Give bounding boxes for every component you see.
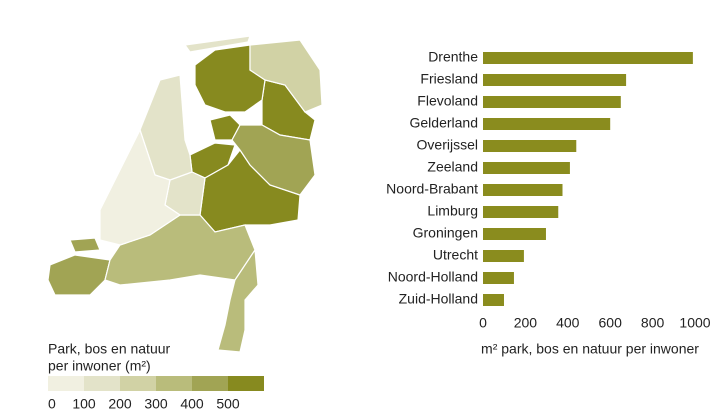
bar — [483, 96, 621, 108]
legend-swatch — [120, 376, 156, 391]
bar — [483, 228, 546, 240]
province — [183, 35, 251, 53]
x-tick-label: 200 — [514, 315, 538, 331]
legend-label: 400 — [180, 396, 204, 412]
bar — [483, 52, 693, 64]
y-tick-label: Limburg — [427, 203, 478, 219]
y-tick-label: Utrecht — [433, 247, 478, 263]
legend-swatch — [48, 376, 84, 391]
bar — [483, 206, 559, 218]
legend-title: Park, bos en natuur — [48, 341, 171, 357]
bar — [483, 162, 570, 174]
x-tick-label: 600 — [599, 315, 623, 331]
x-tick-label: 800 — [641, 315, 665, 331]
bar — [483, 250, 524, 262]
y-tick-label: Overijssel — [417, 137, 478, 153]
province — [194, 44, 266, 113]
y-tick-label: Groningen — [413, 225, 478, 241]
province — [217, 248, 259, 353]
legend-label: 500 — [216, 396, 240, 412]
bar — [483, 74, 627, 86]
legend-title: per inwoner (m²) — [48, 358, 151, 374]
legend-swatch — [192, 376, 228, 391]
legend-label: 0 — [48, 396, 56, 412]
province — [231, 124, 316, 196]
x-tick-label: 400 — [556, 315, 580, 331]
province — [249, 39, 323, 113]
province — [99, 128, 182, 246]
bar — [483, 294, 504, 306]
y-tick-label: Flevoland — [417, 93, 478, 109]
province — [47, 254, 111, 296]
legend-label: 200 — [108, 396, 132, 412]
y-tick-label: Noord-Holland — [388, 269, 478, 285]
x-tick-label: 0 — [479, 315, 487, 331]
bar — [483, 272, 514, 284]
legend-label: 300 — [144, 396, 168, 412]
bar — [483, 140, 577, 152]
y-tick-label: Noord-Brabant — [386, 181, 478, 197]
province — [69, 237, 101, 253]
y-tick-label: Zuid-Holland — [399, 291, 478, 307]
legend-swatch — [228, 376, 264, 391]
bar — [483, 118, 611, 130]
x-axis-title: m² park, bos en natuur per inwoner — [481, 341, 699, 357]
bar — [483, 184, 563, 196]
legend-swatch — [84, 376, 120, 391]
legend-label: 100 — [72, 396, 96, 412]
y-tick-label: Gelderland — [410, 115, 479, 131]
legend-swatch — [156, 376, 192, 391]
y-tick-label: Drenthe — [428, 49, 478, 65]
y-tick-label: Friesland — [420, 71, 478, 87]
y-tick-label: Zeeland — [427, 159, 478, 175]
x-tick-label: 1000 — [679, 315, 710, 331]
